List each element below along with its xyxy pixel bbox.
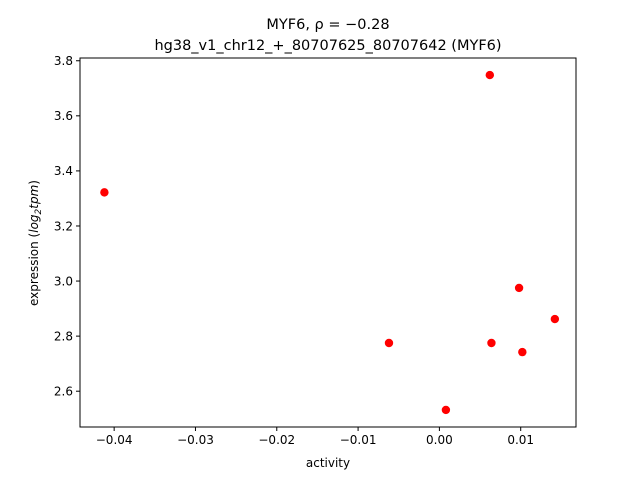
y-axis-label-prefix: expression ( [27,233,41,306]
x-axis-label: activity [306,456,350,470]
data-points [100,70,560,415]
scatter-point [441,405,451,415]
y-tick-label: 2.6 [54,385,73,399]
y-tick-label: 3.6 [54,109,73,123]
chart-title-line1: MYF6, ρ = −0.28 [266,17,389,33]
y-axis-ticks: 2.6 2.8 3.0 3.2 3.4 3.6 3.8 [54,54,80,399]
x-tick-label: −0.04 [96,433,133,447]
scatter-point [550,314,560,324]
x-tick-label: −0.03 [177,433,214,447]
y-tick-label: 3.8 [54,54,73,68]
x-tick-label: −0.01 [340,433,377,447]
y-axis-label: expression (log2tpm) [27,180,44,306]
scatter-point [485,70,495,80]
y-axis-label-suffix: ) [27,180,41,185]
x-tick-label: −0.02 [258,433,295,447]
y-tick-label: 3.4 [54,164,73,178]
x-tick-label: 0.01 [507,433,534,447]
y-tick-label: 3.0 [54,274,73,288]
scatter-point [514,283,524,293]
scatter-point [518,347,527,357]
scatter-point [384,338,394,348]
y-axis-label-tpm: tpm [27,185,41,209]
y-tick-label: 2.8 [54,329,73,343]
x-tick-label: 0.00 [426,433,453,447]
scatter-point [100,188,109,197]
chart-title-line2: hg38_v1_chr12_+_80707625_80707642 (MYF6) [154,38,501,54]
y-tick-label: 3.2 [54,219,73,233]
scatter-point [487,338,496,348]
plot-frame [79,57,577,428]
y-axis-label-log: log [27,214,41,233]
x-axis-ticks: −0.04 −0.03 −0.02 −0.01 0.00 0.01 [96,427,534,447]
y-axis-label-sub: 2 [34,208,44,214]
